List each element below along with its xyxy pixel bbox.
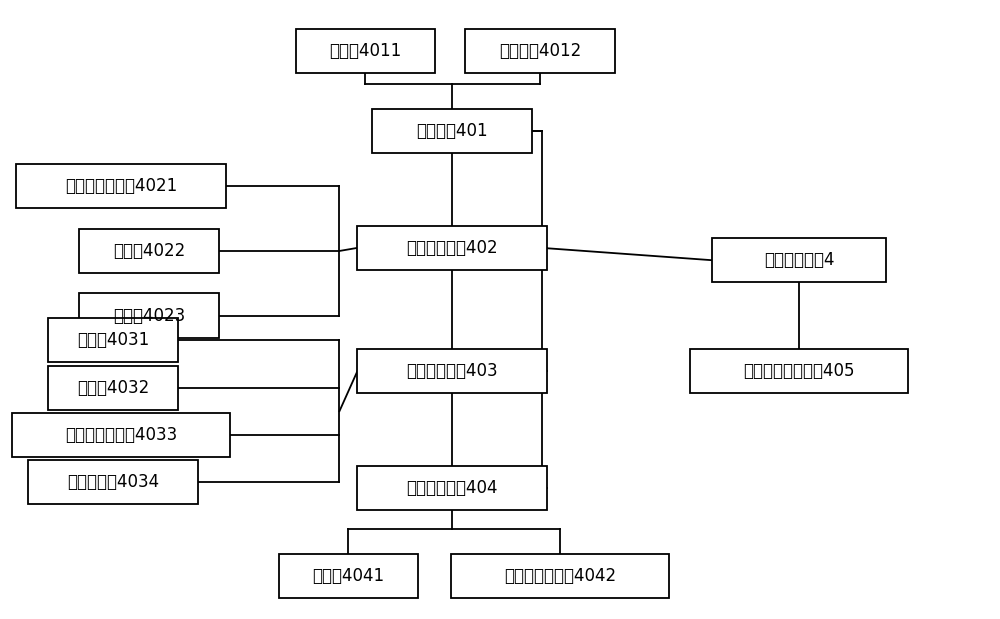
- Text: 吸尘泵4022: 吸尘泵4022: [113, 242, 185, 260]
- Text: 行走机构401: 行走机构401: [416, 122, 488, 140]
- FancyBboxPatch shape: [357, 466, 547, 511]
- FancyBboxPatch shape: [690, 349, 908, 393]
- Text: 驱动控制模块4: 驱动控制模块4: [764, 251, 834, 269]
- FancyBboxPatch shape: [712, 238, 886, 282]
- Text: 移动吸尘机构402: 移动吸尘机构402: [406, 239, 498, 257]
- Text: 行走轮4011: 行走轮4011: [329, 41, 402, 59]
- FancyBboxPatch shape: [357, 349, 547, 393]
- FancyBboxPatch shape: [48, 366, 178, 410]
- FancyBboxPatch shape: [465, 28, 615, 73]
- Text: 二氧化氯消毒槽4042: 二氧化氯消毒槽4042: [504, 567, 616, 585]
- Text: 雾化泵4041: 雾化泵4041: [312, 567, 384, 585]
- Text: 电动伸缩缸4034: 电动伸缩缸4034: [67, 473, 159, 491]
- Text: 吸尘头4023: 吸尘头4023: [113, 306, 185, 324]
- FancyBboxPatch shape: [296, 28, 435, 73]
- Text: 喷雾消毒机构404: 喷雾消毒机构404: [406, 479, 498, 497]
- FancyBboxPatch shape: [12, 413, 230, 457]
- FancyBboxPatch shape: [79, 293, 219, 338]
- Text: 数据采集驱动机构405: 数据采集驱动机构405: [743, 362, 855, 380]
- FancyBboxPatch shape: [372, 108, 532, 153]
- Text: 喷水扫地机构403: 喷水扫地机构403: [406, 362, 498, 380]
- FancyBboxPatch shape: [279, 553, 418, 598]
- Text: 电动旋转清扫刷4033: 电动旋转清扫刷4033: [65, 426, 177, 444]
- FancyBboxPatch shape: [357, 226, 547, 270]
- FancyBboxPatch shape: [16, 164, 226, 209]
- Text: 驱动电机4012: 驱动电机4012: [499, 41, 581, 59]
- Text: 抽水泵4031: 抽水泵4031: [77, 331, 149, 349]
- FancyBboxPatch shape: [451, 553, 669, 598]
- Text: 储水槽4032: 储水槽4032: [77, 379, 149, 397]
- FancyBboxPatch shape: [48, 318, 178, 363]
- Text: 伸缩升降机械臂4021: 伸缩升降机械臂4021: [65, 177, 177, 195]
- FancyBboxPatch shape: [79, 229, 219, 273]
- FancyBboxPatch shape: [28, 460, 198, 504]
